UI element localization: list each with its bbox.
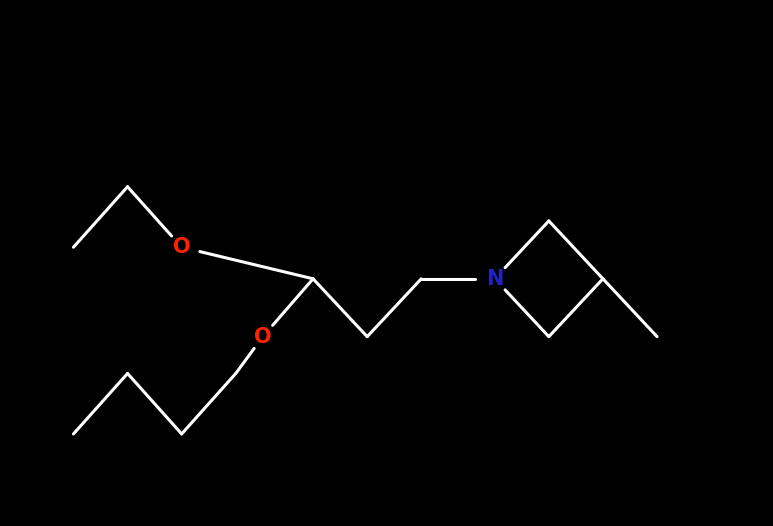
Text: O: O (254, 327, 271, 347)
Text: O: O (173, 237, 190, 257)
Text: N: N (486, 269, 503, 289)
